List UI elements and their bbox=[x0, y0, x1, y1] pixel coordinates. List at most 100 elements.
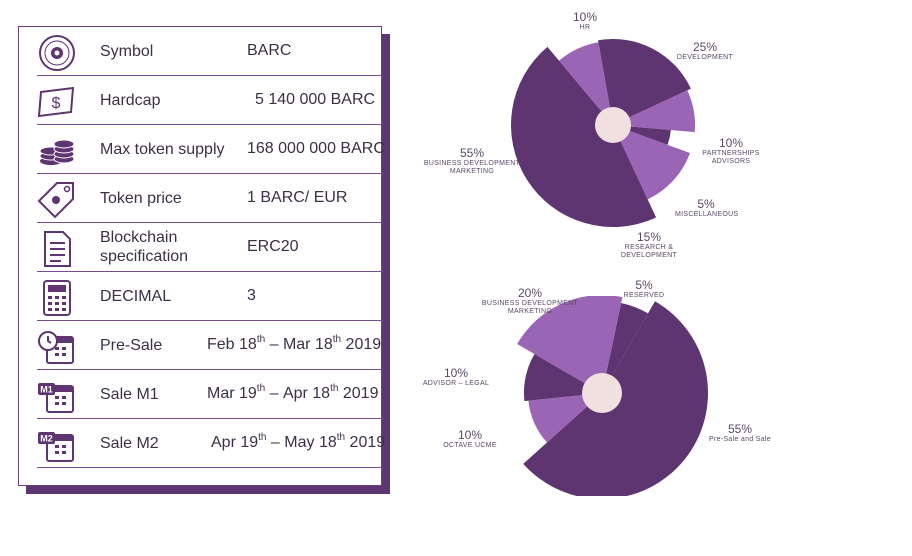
date-dash: – bbox=[265, 385, 283, 402]
slice-label: ADVISOR – LEGAL bbox=[422, 380, 490, 387]
pie-slice bbox=[602, 303, 648, 393]
row-value: 1 BARC/ EUR bbox=[247, 189, 348, 206]
slice-annotation: 10% OCTAVE UCME bbox=[440, 428, 500, 450]
svg-text:M1: M1 bbox=[40, 385, 53, 395]
calculator-icon bbox=[43, 280, 71, 316]
row-label: Max token supply bbox=[100, 140, 225, 158]
slice-percent: 20% bbox=[517, 286, 543, 300]
slice-label: OCTAVE UCME bbox=[443, 442, 497, 449]
slice-percent: 55% bbox=[459, 146, 485, 160]
allocation-pie-chart-1 bbox=[511, 39, 696, 227]
date-to-suffix: th bbox=[330, 382, 339, 394]
row-value: ERC20 bbox=[247, 238, 299, 255]
slice-label: MISCELLANEOUS bbox=[675, 211, 739, 218]
token-info-card: Symbol BARC $ Hardcap 5 140 000 BARC Max… bbox=[18, 26, 385, 486]
row-value: BARC bbox=[247, 42, 292, 59]
slice-label: DEVELOPMENT bbox=[676, 54, 734, 61]
row-symbol: Symbol BARC bbox=[37, 27, 383, 76]
pie-center bbox=[595, 107, 631, 143]
date-from: Feb 18 bbox=[207, 336, 257, 353]
slice-annotation: 10% PARTNERSHIPS ADVISORS bbox=[700, 136, 762, 166]
date-from: Mar 19 bbox=[207, 385, 257, 402]
row-divider bbox=[37, 124, 383, 125]
row-divider bbox=[37, 467, 383, 468]
row-label: Symbol bbox=[100, 42, 154, 60]
date-dash: – bbox=[266, 434, 285, 451]
slice-annotation: 10% HR bbox=[560, 10, 610, 32]
pie-slice bbox=[511, 46, 657, 227]
date-from-suffix: th bbox=[256, 382, 266, 394]
seal-icon bbox=[39, 35, 75, 71]
row-label: Sale M2 bbox=[100, 434, 159, 452]
slice-percent: 15% bbox=[636, 230, 662, 244]
svg-text:$: $ bbox=[52, 95, 61, 112]
date-from-suffix: th bbox=[258, 431, 267, 443]
slice-annotation: 25% DEVELOPMENT bbox=[675, 40, 735, 62]
slice-annotation: 20% BUSINESS DEVELOPMENT MARKETING bbox=[480, 286, 580, 316]
pie-slice bbox=[613, 125, 691, 200]
slice-annotation: 55% Pre-Sale and Sale bbox=[700, 422, 780, 444]
row-value: 168 000 000 BARC bbox=[247, 140, 385, 157]
slice-label: BUSINESS DEVELOPMENT MARKETING bbox=[481, 300, 579, 315]
row-label: Pre-Sale bbox=[100, 336, 163, 354]
row-divider bbox=[37, 320, 383, 321]
date-to: May 18 bbox=[284, 434, 337, 451]
row-label: DECIMAL bbox=[100, 287, 172, 305]
slice-percent: 10% bbox=[457, 428, 483, 442]
price-tag-icon bbox=[37, 182, 74, 219]
slice-percent: 25% bbox=[692, 40, 718, 54]
slice-percent: 10% bbox=[572, 10, 598, 24]
row-divider bbox=[37, 271, 383, 272]
allocation-pie-chart-2 bbox=[517, 296, 709, 496]
banknote-icon: $ bbox=[37, 86, 75, 118]
row-divider bbox=[37, 173, 383, 174]
slice-percent: 5% bbox=[635, 278, 653, 292]
slice-percent: 10% bbox=[718, 136, 744, 150]
date-year: 2019 bbox=[338, 385, 379, 402]
svg-text:M2: M2 bbox=[40, 434, 53, 444]
pie-slice bbox=[613, 90, 696, 133]
row-label: Token price bbox=[100, 189, 182, 207]
calendar-clock-icon bbox=[38, 331, 74, 364]
calendar-m2-icon: M2 bbox=[38, 432, 74, 462]
calendar-m1-icon: M1 bbox=[38, 383, 74, 413]
pie-center bbox=[582, 373, 622, 413]
slice-percent: 10% bbox=[443, 366, 469, 380]
row-divider bbox=[37, 75, 383, 76]
row-blockchain: Blockchain specification ERC20 bbox=[37, 223, 383, 272]
date-dash: – bbox=[265, 336, 283, 353]
row-value: 5 140 000 BARC bbox=[255, 91, 376, 108]
date-from-suffix: th bbox=[256, 333, 266, 345]
pie-slice bbox=[517, 296, 623, 393]
row-label: Sale M1 bbox=[100, 385, 159, 403]
slice-annotation: 55% BUSINESS DEVELOPMENT MARKETING bbox=[422, 146, 522, 176]
slice-label: HR bbox=[579, 24, 591, 31]
slice-label: RESERVED bbox=[623, 292, 665, 299]
slice-annotation: 5% MISCELLANEOUS bbox=[675, 197, 739, 219]
row-max-supply: Max token supply 168 000 000 BARC bbox=[37, 125, 385, 174]
pie-slice bbox=[528, 393, 602, 443]
slice-percent: 5% bbox=[697, 197, 715, 211]
date-to-suffix: th bbox=[336, 431, 346, 443]
date-to: Mar 18 bbox=[282, 336, 333, 353]
slice-label: PARTNERSHIPS ADVISORS bbox=[702, 150, 760, 165]
date-year: 2019 bbox=[341, 336, 382, 353]
date-to-suffix: th bbox=[332, 333, 342, 345]
slice-label: RESEARCH & DEVELOPMENT bbox=[620, 244, 678, 259]
date-to: Apr 18 bbox=[282, 385, 331, 402]
coin-stack-icon bbox=[39, 139, 75, 165]
row-token-price: Token price 1 BARC/ EUR bbox=[37, 174, 383, 223]
row-label: Hardcap bbox=[100, 91, 161, 109]
slice-label: BUSINESS DEVELOPMENT MARKETING bbox=[423, 160, 521, 175]
pie-slice bbox=[598, 39, 691, 126]
date-year: 2019 bbox=[345, 434, 386, 451]
slice-percent: 55% bbox=[727, 422, 753, 436]
date-from: Apr 19 bbox=[211, 434, 259, 451]
row-divider bbox=[37, 222, 383, 223]
